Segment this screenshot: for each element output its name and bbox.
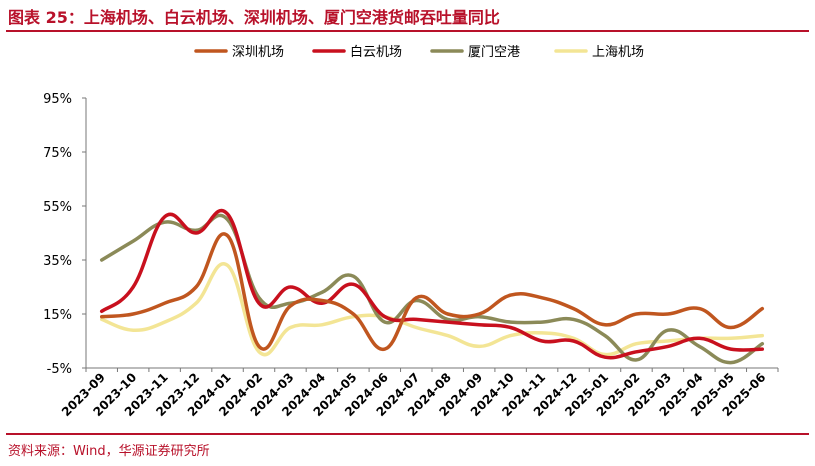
y-tick-label: 75% (43, 146, 72, 161)
series-line-0 (99, 232, 765, 351)
series-line-1 (99, 209, 765, 360)
legend-label: 深圳机场 (232, 45, 284, 60)
line-chart: 95%75%55%35%15%-5%2023-092023-102023-112… (43, 44, 779, 419)
y-tick-label: -5% (47, 362, 72, 377)
y-tick-label: 55% (43, 200, 72, 215)
y-tick-label: 15% (43, 308, 72, 323)
y-tick-label: 35% (43, 254, 72, 269)
chart-title: 图表 25：上海机场、白云机场、深圳机场、厦门空港货邮吞吐量同比 (8, 8, 500, 27)
source-note: 资料来源：Wind，华源证券研究所 (8, 444, 210, 459)
legend-label: 白云机场 (350, 44, 402, 60)
series-line-3 (99, 262, 765, 357)
y-tick-label: 95% (43, 92, 72, 107)
source-divider (6, 433, 809, 435)
title-divider (6, 30, 809, 32)
legend-label: 厦门空港 (468, 45, 520, 60)
legend-label: 上海机场 (592, 45, 644, 60)
